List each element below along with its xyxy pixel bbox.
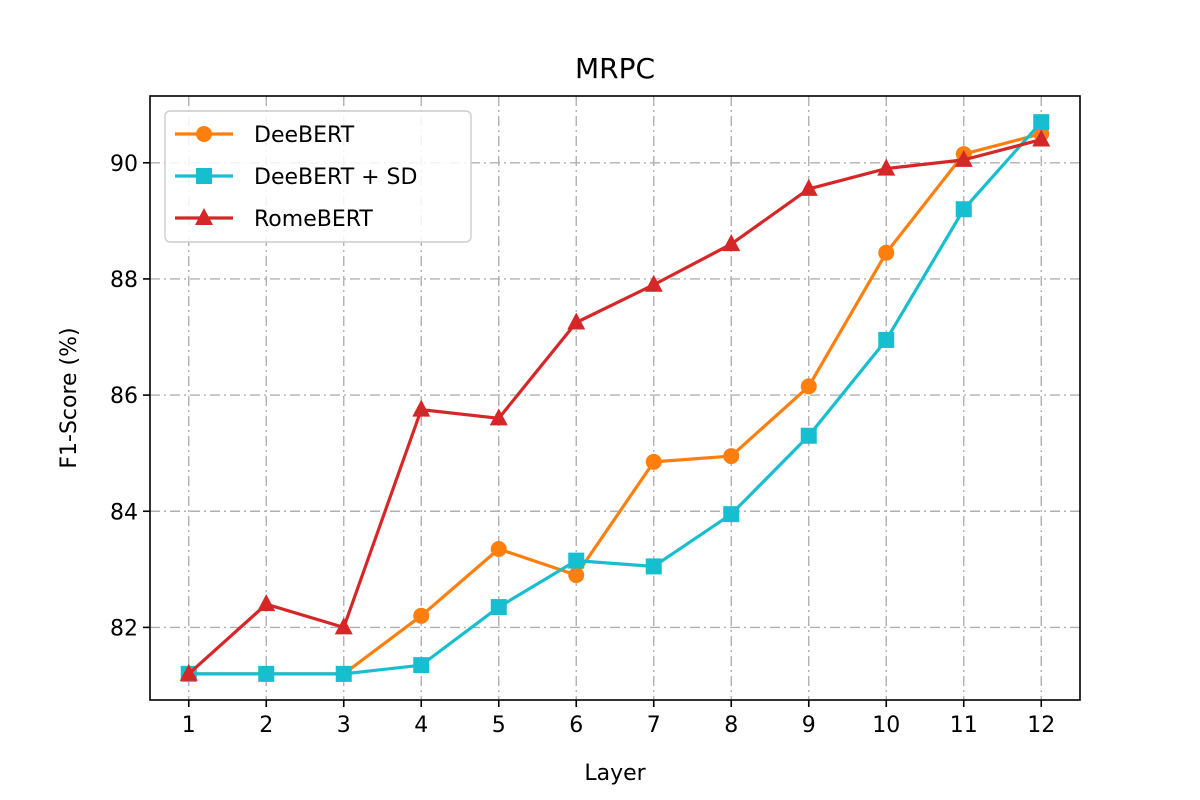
y-tick-label: 84 [110, 500, 138, 525]
legend-label-deebert: DeeBERT [254, 123, 355, 148]
x-tick-label: 7 [647, 713, 661, 738]
x-tick-label: 9 [802, 713, 816, 738]
x-tick-label: 10 [872, 713, 900, 738]
y-axis: 82 84 86 88 90 [110, 152, 150, 641]
data-point-deebert [413, 607, 430, 624]
y-tick-label: 82 [110, 616, 138, 641]
data-point-romebert [1032, 129, 1051, 147]
data-point-romebert [954, 149, 973, 167]
legend-marker-deebert [196, 126, 212, 142]
data-point-deebert [800, 378, 817, 395]
data-point-deebert-sd [413, 657, 430, 674]
data-point-romebert [257, 594, 276, 612]
data-point-romebert [567, 312, 586, 330]
legend: DeeBERT DeeBERT + SD RomeBERT [164, 110, 472, 243]
grid [150, 96, 1080, 700]
y-tick-label: 88 [110, 268, 138, 293]
x-tick-label: 4 [414, 713, 428, 738]
series-line-deebert-sd [188, 121, 1043, 676]
data-point-deebert-sd [1033, 114, 1050, 131]
data-point-romebert [722, 234, 741, 252]
x-tick-label: 12 [1027, 713, 1055, 738]
y-tick-label: 86 [110, 384, 138, 409]
data-point-deebert-sd [490, 599, 507, 616]
legend-marker-deebert-sd [196, 168, 212, 184]
x-axis: 1 2 3 4 5 6 7 8 9 10 11 12 [182, 700, 1055, 738]
legend-label-romebert: RomeBERT [254, 207, 373, 232]
data-point-deebert [645, 453, 662, 470]
data-point-romebert [179, 663, 198, 681]
legend-marker-romebert [195, 208, 213, 225]
x-tick-label: 11 [950, 713, 978, 738]
legend-box [164, 110, 472, 243]
series-romebert [179, 129, 1051, 681]
data-point-deebert [878, 244, 895, 261]
data-point-deebert [723, 448, 740, 465]
data-point-romebert [877, 158, 896, 176]
x-tick-label: 2 [259, 713, 273, 738]
data-point-romebert [799, 178, 818, 196]
data-point-deebert [568, 567, 585, 584]
data-point-deebert-sd [800, 427, 817, 444]
y-tick-label: 90 [110, 152, 138, 177]
x-axis-label: Layer [584, 761, 646, 786]
data-point-deebert-sd [955, 201, 972, 218]
x-tick-label: 8 [724, 713, 738, 738]
legend-label-deebert-sd: DeeBERT + SD [254, 165, 417, 190]
series-layer [179, 114, 1051, 682]
x-tick-label: 1 [182, 713, 196, 738]
y-axis-label: F1-Score (%) [57, 327, 82, 468]
data-point-romebert [334, 617, 353, 635]
plot-frame [149, 95, 1081, 701]
data-point-romebert [644, 274, 663, 292]
x-tick-label: 6 [569, 713, 583, 738]
data-point-deebert-sd [723, 506, 740, 523]
chart-title: MRPC [575, 52, 655, 85]
series-line-romebert [187, 138, 1042, 676]
data-point-romebert [489, 408, 508, 426]
data-point-deebert-sd [335, 665, 352, 682]
series-deebert-sd [180, 114, 1050, 682]
data-point-deebert-sd [878, 331, 895, 348]
data-point-deebert-sd [568, 552, 585, 569]
x-tick-label: 5 [492, 713, 506, 738]
data-point-deebert-sd [258, 665, 275, 682]
data-point-romebert [412, 399, 431, 417]
data-point-deebert-sd [645, 558, 662, 575]
x-tick-label: 3 [337, 713, 351, 738]
data-point-deebert [490, 541, 507, 557]
